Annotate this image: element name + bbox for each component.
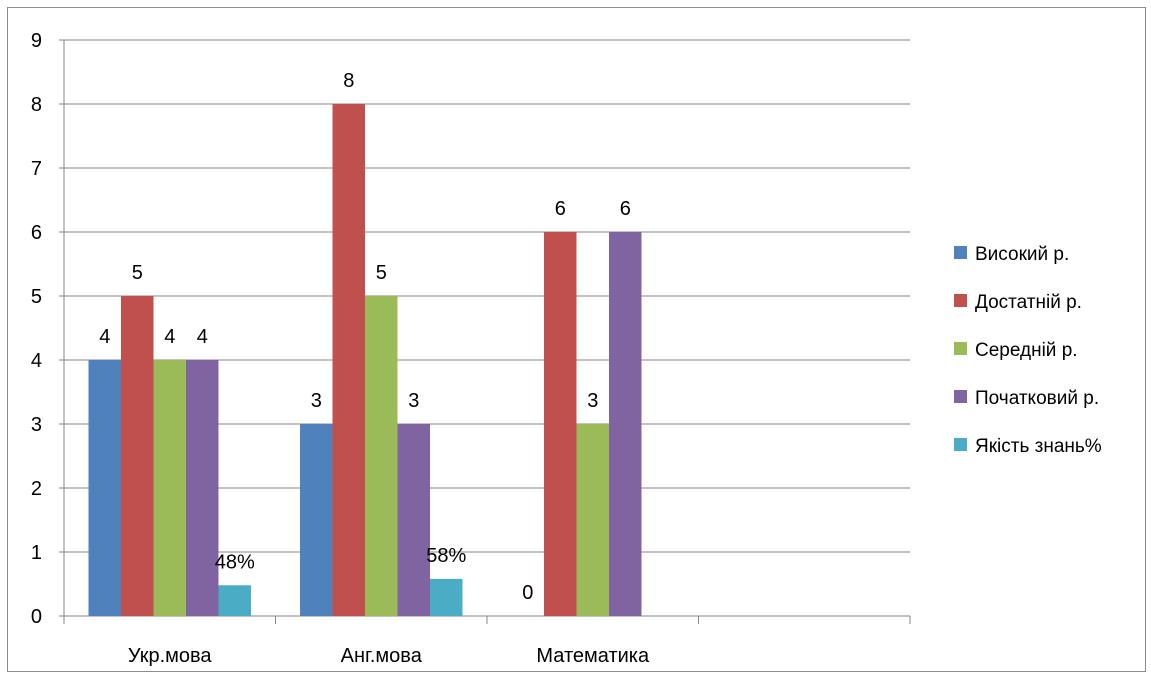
legend-label: Якість знань% (975, 436, 1102, 457)
data-label: 0 (522, 582, 533, 604)
legend-swatch (954, 294, 967, 307)
data-label: 6 (555, 198, 566, 220)
data-label: 3 (311, 390, 322, 412)
y-tick-label: 8 (31, 94, 42, 116)
y-tick-label: 1 (31, 542, 42, 564)
data-label: 48% (215, 551, 255, 573)
bar (88, 360, 121, 616)
data-label: 58% (426, 545, 466, 567)
x-tick-label: Укр.мова (128, 645, 213, 667)
y-tick-label: 6 (31, 222, 42, 244)
legend-swatch (954, 342, 967, 355)
y-tick-label: 4 (31, 350, 42, 372)
data-label: 5 (132, 262, 143, 284)
data-label: 8 (343, 70, 354, 92)
bar (576, 424, 609, 616)
y-tick-label: 0 (31, 606, 42, 628)
y-tick-label: 3 (31, 414, 42, 436)
data-label: 3 (408, 390, 419, 412)
x-tick-label: Анг.мова (341, 645, 423, 667)
data-label: 4 (197, 326, 208, 348)
bar (430, 578, 463, 616)
y-tick-label: 5 (31, 286, 42, 308)
legend-swatch (954, 438, 967, 451)
y-tick-label: 2 (31, 478, 42, 500)
legend-swatch (954, 390, 967, 403)
data-label: 5 (376, 262, 387, 284)
bar (186, 360, 219, 616)
legend-swatch (954, 246, 967, 259)
data-label: 6 (620, 198, 631, 220)
data-label: 4 (164, 326, 175, 348)
bar (218, 585, 251, 616)
data-label: 3 (587, 390, 598, 412)
bar (544, 232, 577, 616)
y-tick-label: 7 (31, 158, 42, 180)
data-label: 4 (99, 326, 110, 348)
bar (397, 424, 430, 616)
bar (365, 296, 398, 616)
bar (332, 104, 365, 616)
bar (153, 360, 186, 616)
y-tick-label: 9 (31, 30, 42, 52)
legend-label: Високий р. (975, 244, 1069, 265)
x-tick-label: Математика (536, 645, 650, 667)
bar (121, 296, 154, 616)
legend-label: Початковий р. (975, 388, 1099, 409)
legend-label: Середній р. (975, 340, 1078, 361)
legend-label: Достатній р. (975, 292, 1082, 313)
bar (609, 232, 642, 616)
bar (300, 424, 333, 616)
